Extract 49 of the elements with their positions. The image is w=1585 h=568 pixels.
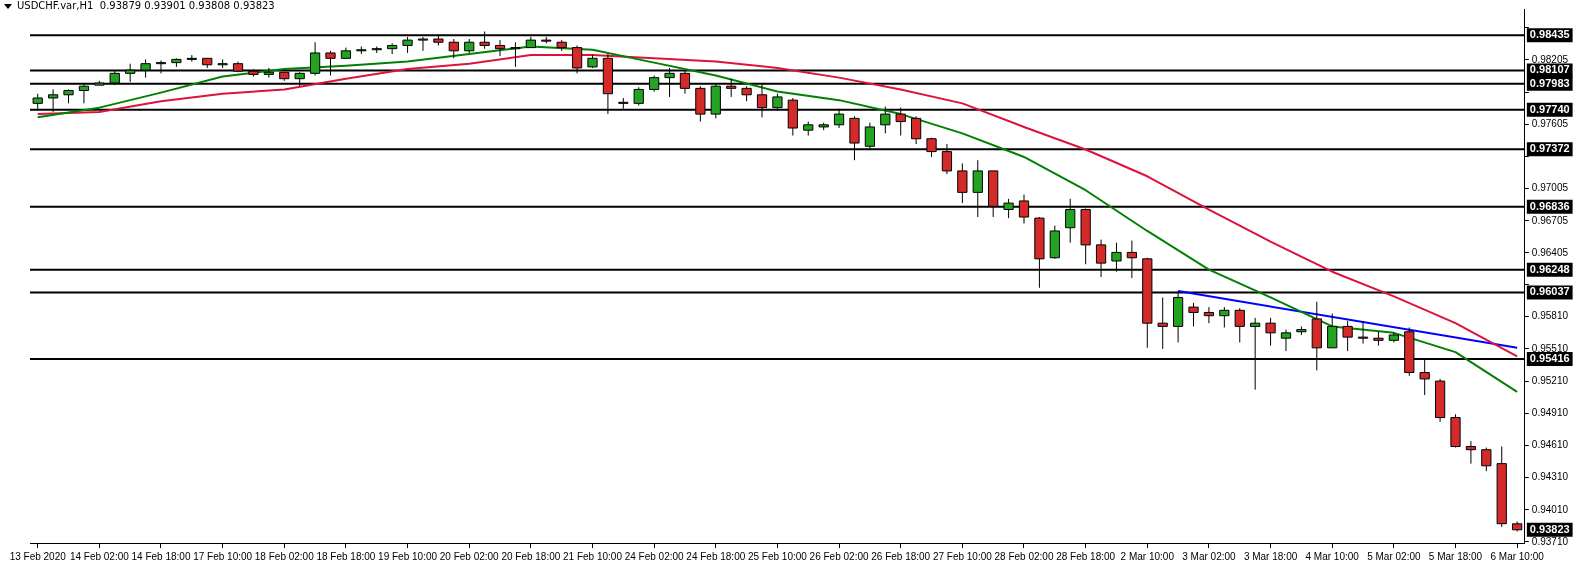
x-tick-label: 14 Feb 18:00 — [131, 550, 191, 562]
ref-line-label: 0.97983 — [1529, 76, 1570, 89]
y-tick-label: 0.94910 — [1531, 407, 1569, 418]
ref-line-label: 0.96248 — [1529, 262, 1570, 275]
x-tick-label: 6 Mar 10:00 — [1490, 550, 1545, 562]
x-tick-label: 19 Feb 10:00 — [378, 550, 438, 562]
x-tick-label: 21 Feb 10:00 — [563, 550, 623, 562]
chart-title: USDCHF.var,H1 0.93879 0.93901 0.93808 0.93823 — [17, 0, 275, 12]
x-tick-label: 3 Mar 18:00 — [1243, 550, 1298, 562]
x-tick-label: 14 Feb 02:00 — [69, 550, 130, 562]
ref-line-label: 0.97740 — [1529, 102, 1570, 115]
y-tick-label: 0.97005 — [1531, 182, 1569, 194]
text: 0.93823 — [1529, 522, 1570, 535]
y-tick-label: 0.95510 — [1531, 342, 1569, 354]
y-tick-label: 0.95810 — [1531, 310, 1569, 322]
x-tick-label: 13 Feb 2020 — [9, 550, 67, 562]
y-tick-label: 0.96705 — [1531, 214, 1569, 226]
ref-line-label: 0.98435 — [1529, 28, 1570, 41]
x-tick-label: 24 Feb 02:00 — [624, 550, 685, 562]
y-tick-label: 0.94310 — [1531, 471, 1569, 483]
y-tick-label: 0.95210 — [1531, 374, 1569, 386]
ref-line-label: 0.95416 — [1529, 352, 1570, 365]
x-tick-label: 17 Feb 10:00 — [193, 550, 253, 562]
x-tick-label: 25 Feb 10:00 — [747, 550, 808, 562]
ref-line-label: 0.96836 — [1529, 199, 1570, 212]
ref-line-label: 0.96037 — [1529, 285, 1570, 298]
x-tick-label: 4 Mar 10:00 — [1305, 550, 1360, 562]
x-tick-label: 18 Feb 02:00 — [254, 550, 315, 562]
x-tick-label: 20 Feb 18:00 — [501, 550, 561, 562]
x-tick-label: 24 Feb 18:00 — [686, 550, 746, 562]
y-tick-label: 0.94010 — [1531, 503, 1569, 515]
x-tick-label: 5 Mar 18:00 — [1428, 550, 1483, 562]
x-tick-label: 26 Feb 02:00 — [809, 550, 869, 562]
ref-line-label: 0.98107 — [1529, 63, 1570, 76]
y-tick-label: 0.98205 — [1531, 53, 1569, 65]
x-tick-label: 28 Feb 18:00 — [1056, 550, 1116, 562]
y-tick-label: 0.94610 — [1531, 439, 1569, 451]
x-tick-label: 3 Mar 02:00 — [1182, 550, 1237, 562]
x-tick-label: 18 Feb 18:00 — [316, 550, 376, 562]
x-tick-label: 5 Mar 02:00 — [1367, 550, 1421, 562]
y-tick-label: 0.96405 — [1531, 246, 1569, 258]
x-tick-label: 27 Feb 10:00 — [932, 550, 993, 562]
x-tick-label: 28 Feb 02:00 — [994, 550, 1054, 562]
ref-line-label: 0.97372 — [1529, 142, 1570, 155]
x-tick-label: 2 Mar 10:00 — [1120, 550, 1175, 562]
y-tick-label: 0.93710 — [1531, 535, 1569, 547]
y-tick-label: 0.97605 — [1531, 118, 1569, 130]
x-tick-label: 20 Feb 02:00 — [439, 550, 500, 562]
x-tick-label: 26 Feb 18:00 — [871, 550, 931, 562]
